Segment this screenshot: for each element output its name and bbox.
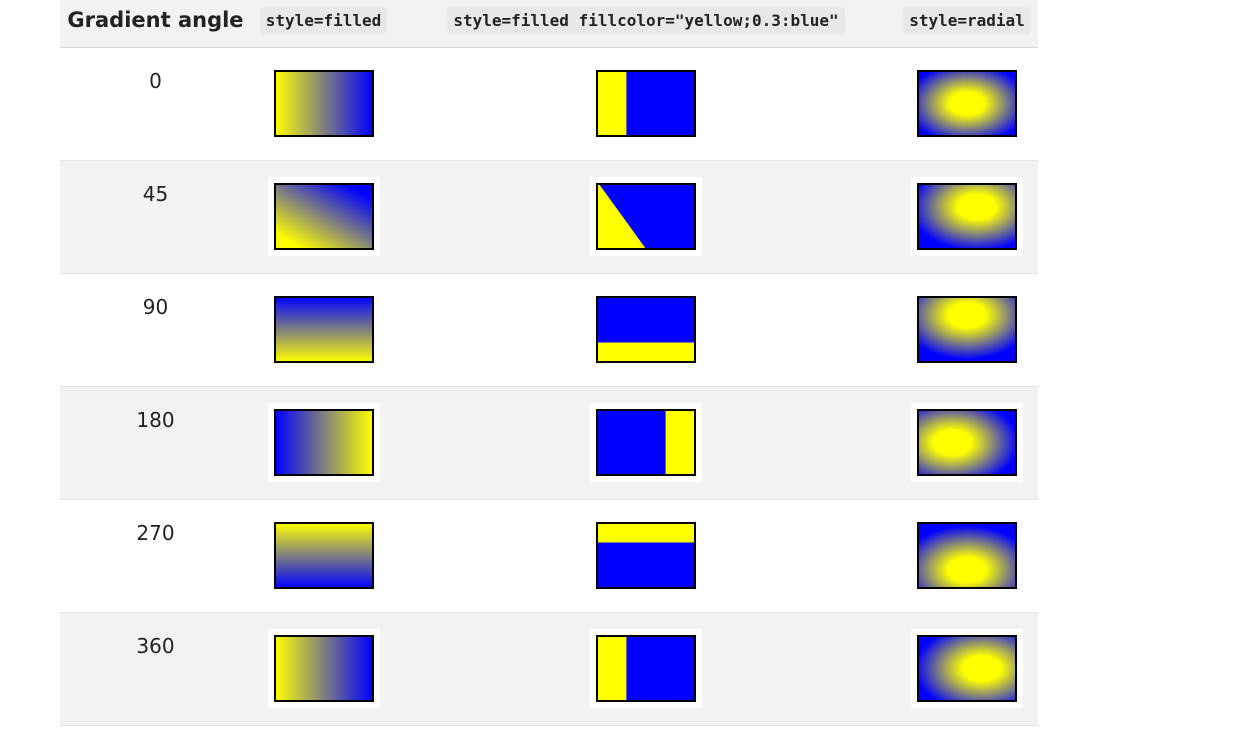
swatch-cell-radial	[896, 160, 1038, 273]
header-gradient-angle: Gradient angle	[60, 0, 251, 48]
angle-cell: 270	[136, 520, 175, 545]
swatch-frame	[911, 176, 1023, 256]
header-style-filled-fillcolor: style=filled fillcolor="yellow;0.3:blue"	[396, 0, 896, 48]
swatch-frame	[590, 515, 702, 595]
swatch-cell-radial	[896, 47, 1038, 160]
angle-cell: 360	[136, 633, 175, 658]
radial-gradient-swatch	[917, 521, 1017, 589]
swatch-cell-filled	[251, 499, 396, 612]
filled-gradient-swatch	[273, 182, 374, 250]
swatch-cell-filled	[251, 612, 396, 725]
swatch-frame	[267, 176, 380, 256]
table-row: 180	[60, 386, 1038, 499]
radial-gradient-swatch	[917, 295, 1017, 363]
fillcolor-split-swatch	[596, 182, 696, 250]
swatch-cell-radial	[896, 612, 1038, 725]
swatch-cell-filled	[251, 47, 396, 160]
angle-cell: 45	[142, 181, 169, 206]
filled-gradient-swatch	[273, 634, 374, 702]
swatch-cell-filled	[251, 160, 396, 273]
swatch-cell-radial	[896, 386, 1038, 499]
table-row: 270	[60, 499, 1038, 612]
swatch-frame	[590, 628, 702, 708]
table-row: 90	[60, 273, 1038, 386]
swatch-frame	[267, 63, 380, 143]
table-header-row: Gradient angle style=filled style=filled…	[60, 0, 1038, 48]
swatch-cell-filled	[251, 386, 396, 499]
table-row: 360	[60, 612, 1038, 725]
swatch-frame	[590, 63, 702, 143]
swatch-frame	[911, 515, 1023, 595]
swatch-cell-radial	[896, 499, 1038, 612]
swatch-cell-fillcolor	[396, 499, 896, 612]
fillcolor-split-swatch	[596, 634, 696, 702]
header-style-filled-fillcolor-code: style=filled fillcolor="yellow;0.3:blue"	[447, 6, 845, 34]
swatch-cell-fillcolor	[396, 273, 896, 386]
swatch-frame	[590, 289, 702, 369]
radial-gradient-swatch	[917, 634, 1017, 702]
angle-cell: 90	[142, 294, 169, 319]
swatch-frame	[911, 402, 1023, 482]
fillcolor-split-swatch	[596, 521, 696, 589]
gradient-angle-table: Gradient angle style=filled style=filled…	[60, 0, 1038, 726]
swatch-frame	[590, 176, 702, 256]
swatch-cell-fillcolor	[396, 160, 896, 273]
swatch-frame	[911, 628, 1023, 708]
radial-gradient-swatch	[917, 69, 1017, 137]
header-style-filled: style=filled	[251, 0, 396, 48]
fillcolor-split-swatch	[596, 295, 696, 363]
header-style-radial-code: style=radial	[903, 6, 1031, 34]
filled-gradient-swatch	[273, 408, 374, 476]
swatch-frame	[267, 628, 380, 708]
swatch-frame	[267, 289, 380, 369]
header-style-radial: style=radial	[896, 0, 1038, 48]
angle-cell: 0	[149, 68, 162, 93]
swatch-frame	[267, 402, 380, 482]
radial-gradient-swatch	[917, 408, 1017, 476]
table-row: 45	[60, 160, 1038, 273]
swatch-frame	[267, 515, 380, 595]
swatch-cell-fillcolor	[396, 47, 896, 160]
radial-gradient-swatch	[917, 182, 1017, 250]
filled-gradient-swatch	[273, 521, 374, 589]
swatch-cell-radial	[896, 273, 1038, 386]
fillcolor-split-swatch	[596, 69, 696, 137]
header-style-filled-code: style=filled	[259, 6, 388, 34]
swatch-frame	[590, 402, 702, 482]
filled-gradient-swatch	[273, 295, 374, 363]
swatch-cell-filled	[251, 273, 396, 386]
filled-gradient-swatch	[273, 69, 374, 137]
swatch-cell-fillcolor	[396, 386, 896, 499]
swatch-frame	[911, 63, 1023, 143]
fillcolor-split-swatch	[596, 408, 696, 476]
angle-cell: 180	[136, 407, 175, 432]
swatch-frame	[911, 289, 1023, 369]
swatch-cell-fillcolor	[396, 612, 896, 725]
table-row: 0	[60, 47, 1038, 160]
